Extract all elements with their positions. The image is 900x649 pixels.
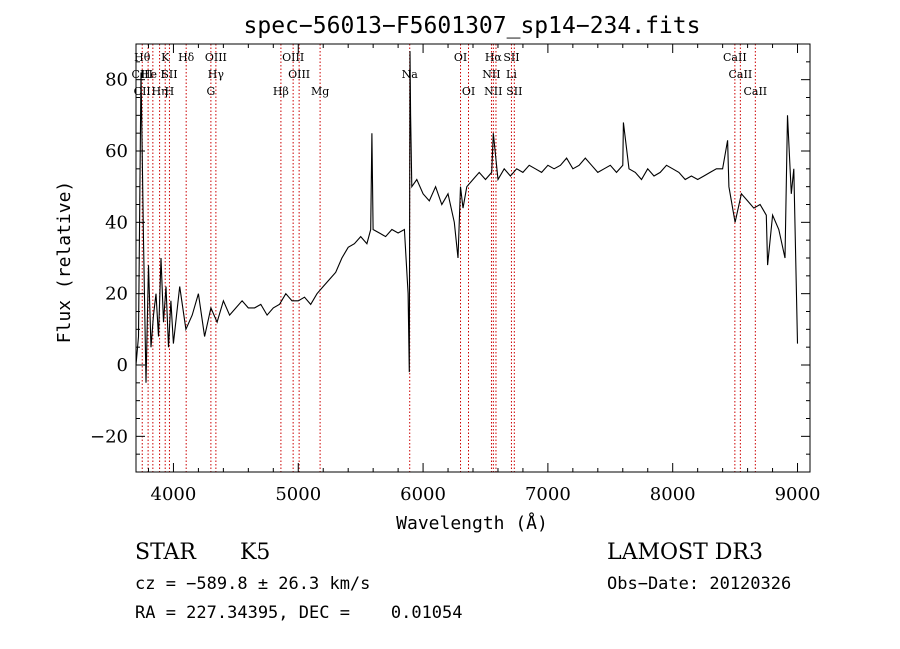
line-label: Hδ bbox=[178, 51, 195, 64]
ra-dec: RA = 227.34395, DEC = 0.01054 bbox=[135, 603, 463, 623]
y-tick-label: 80 bbox=[105, 70, 128, 91]
line-label: G bbox=[206, 85, 215, 98]
line-label: CII bbox=[134, 85, 151, 98]
object-subclass: K5 bbox=[240, 540, 271, 565]
spectrum-line bbox=[135, 51, 799, 383]
x-axis-ticks: 4000 5000 6000 7000 8000 9000 bbox=[147, 44, 821, 505]
line-label: OIII bbox=[282, 51, 304, 64]
redshift-velocity: cz = −589.8 ± 26.3 km/s bbox=[135, 574, 371, 594]
line-label: Hγ bbox=[208, 68, 225, 81]
y-axis-label: Flux (relative) bbox=[54, 181, 75, 344]
line-label: CaII bbox=[723, 51, 747, 64]
line-label: NII bbox=[484, 85, 502, 98]
line-label: CaII bbox=[729, 68, 753, 81]
line-label: OI bbox=[462, 85, 475, 98]
y-tick-label: −20 bbox=[90, 426, 128, 447]
line-label: SII bbox=[506, 85, 522, 98]
line-label: H bbox=[165, 85, 175, 98]
observation-date: Obs−Date: 20120326 bbox=[607, 574, 792, 594]
object-class: STAR bbox=[135, 540, 196, 565]
line-label: NII bbox=[482, 68, 500, 81]
y-tick-label: 60 bbox=[105, 141, 128, 162]
line-label: Hη bbox=[151, 85, 167, 98]
y-axis-ticks: −20 0 20 40 60 80 bbox=[90, 61, 810, 455]
x-tick-label: 8000 bbox=[650, 484, 696, 505]
x-tick-label: 4000 bbox=[151, 484, 197, 505]
line-label: K bbox=[161, 51, 170, 64]
line-label: SII bbox=[161, 68, 177, 81]
line-label: Li bbox=[506, 68, 517, 81]
line-label: Mg bbox=[311, 85, 329, 98]
line-label: CIII bbox=[132, 68, 153, 81]
survey-name: LAMOST DR3 bbox=[607, 540, 763, 565]
x-tick-label: 5000 bbox=[275, 484, 321, 505]
line-label: Hθ bbox=[134, 51, 151, 64]
line-label: OIII bbox=[205, 51, 227, 64]
plot-frame bbox=[135, 43, 811, 473]
x-axis-label: Wavelength (Å) bbox=[396, 512, 548, 534]
line-label: OIII bbox=[288, 68, 310, 81]
y-tick-label: 20 bbox=[105, 284, 128, 305]
line-label: CaII bbox=[743, 85, 767, 98]
chart-title: spec−56013−F5601307_sp14−234.fits bbox=[244, 13, 701, 39]
spectral-line-markers bbox=[141, 44, 756, 472]
line-label: Hβ bbox=[273, 85, 289, 98]
y-tick-label: 0 bbox=[117, 355, 128, 376]
line-label: SII bbox=[503, 51, 519, 64]
x-tick-label: 6000 bbox=[400, 484, 446, 505]
line-label: OI bbox=[454, 51, 467, 64]
line-label: Hα bbox=[485, 51, 503, 64]
x-tick-label: 7000 bbox=[525, 484, 571, 505]
y-tick-label: 40 bbox=[105, 212, 128, 233]
x-tick-label: 9000 bbox=[775, 484, 821, 505]
line-label: He I bbox=[141, 68, 165, 81]
